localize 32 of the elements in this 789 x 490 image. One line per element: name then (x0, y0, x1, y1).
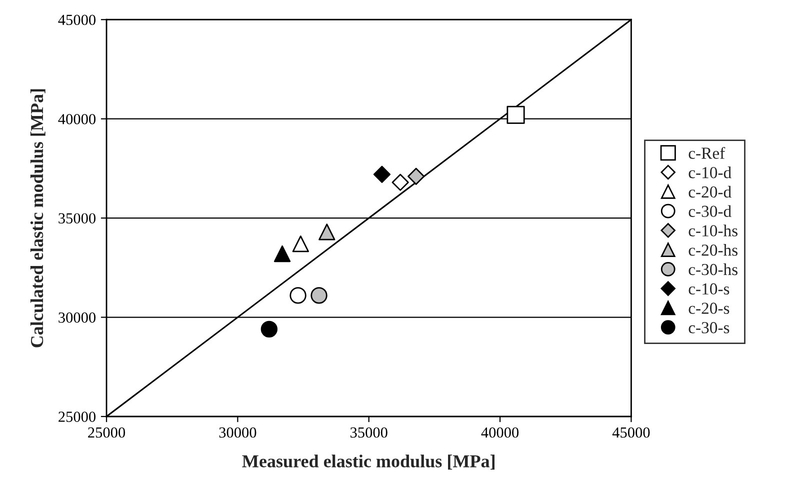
y-axis-title: Calculated elastic modulus [MPa] (30, 89, 46, 348)
x-tick-label: 40000 (481, 427, 519, 438)
legend-label: c-20-d (688, 186, 732, 198)
point (292, 236, 309, 252)
y-tick-label: 35000 (58, 213, 96, 224)
legend-label: c-30-d (688, 205, 732, 218)
point (318, 224, 336, 240)
point (274, 245, 291, 262)
legend-label: c-10-hs (688, 224, 738, 236)
legend-label: c-20-s (688, 302, 730, 314)
point (260, 320, 278, 338)
point (373, 166, 391, 183)
point (506, 106, 525, 124)
legend-label: c-10-s (688, 283, 730, 295)
point (392, 174, 409, 191)
point (408, 168, 425, 185)
point (290, 287, 306, 304)
legend-label: c-30-s (688, 322, 730, 334)
legend-label: c-30-hs (688, 263, 738, 276)
point (310, 287, 328, 304)
legend-label: c-20-hs (688, 244, 738, 256)
legend-label: c-Ref (688, 146, 726, 159)
x-tick-label: 25000 (88, 427, 126, 438)
y-tick-label: 40000 (58, 114, 96, 124)
x-tick-label: 35000 (350, 427, 388, 438)
x-tick-label: 45000 (612, 427, 650, 438)
y-tick-label: 30000 (58, 312, 96, 323)
legend-label: c-10-d (688, 166, 732, 178)
y-tick-label: 45000 (58, 14, 96, 26)
x-axis-title: Measured elastic modulus [MPa] (242, 454, 494, 470)
y-tick-label: 25000 (58, 412, 96, 422)
x-tick-label: 30000 (219, 427, 256, 438)
